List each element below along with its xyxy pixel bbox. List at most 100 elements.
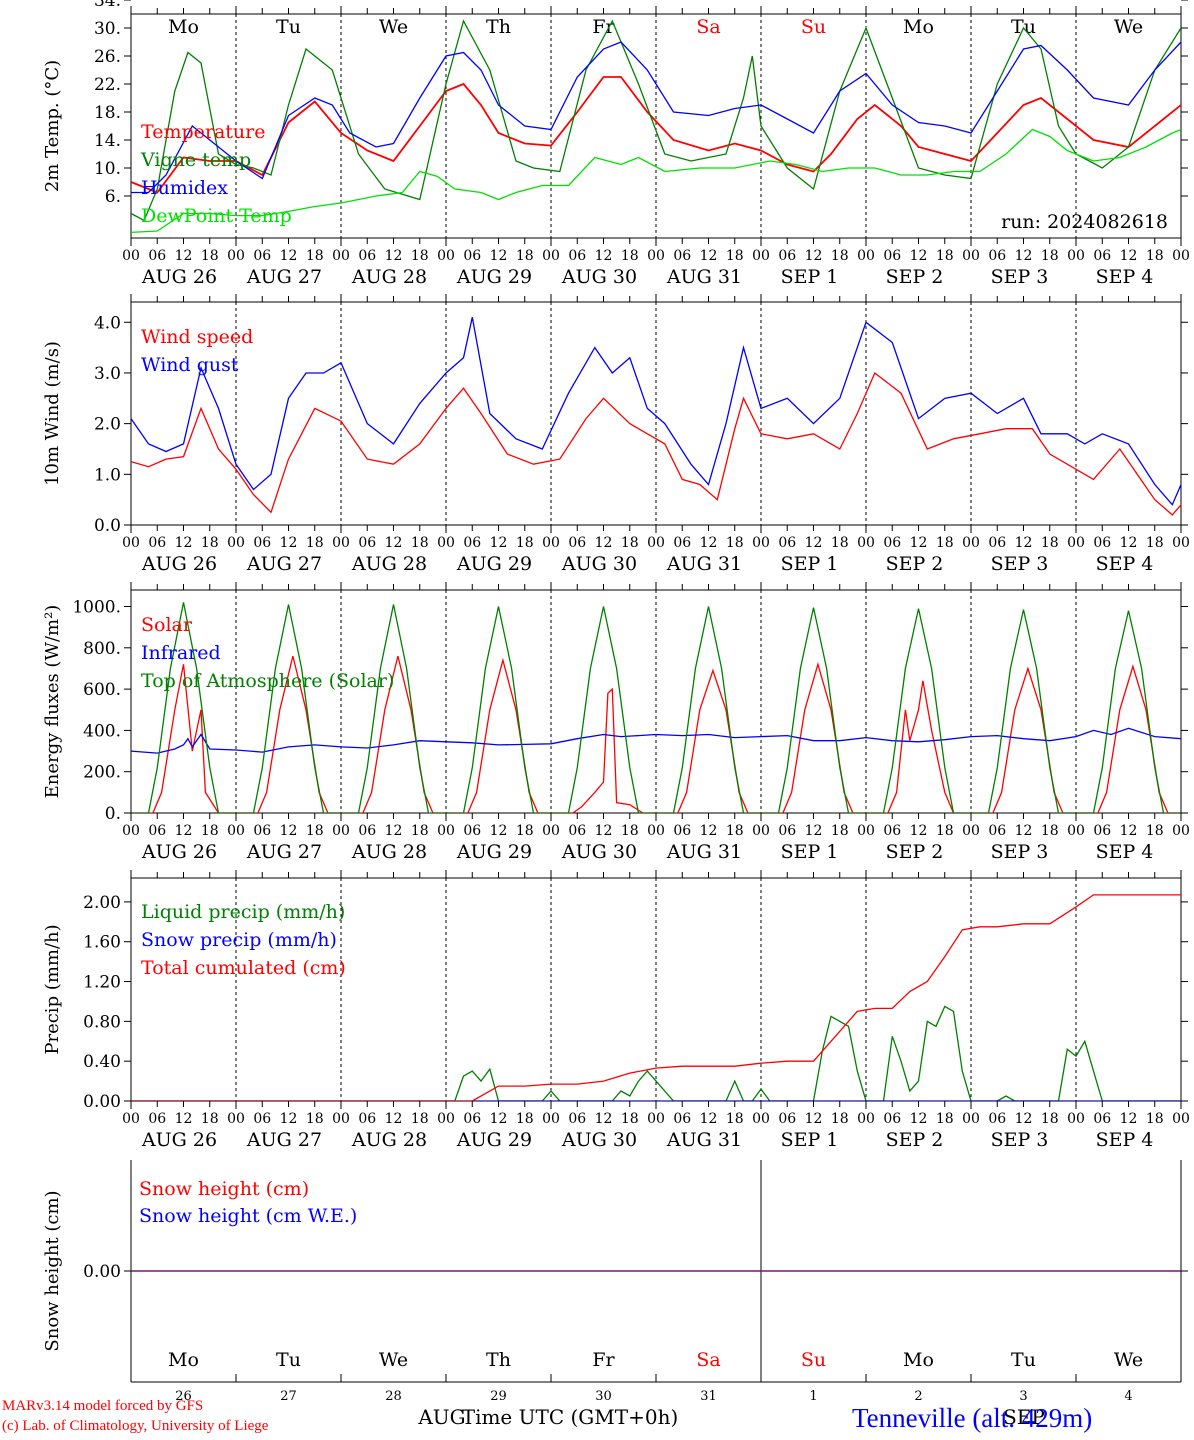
day-label: AUG 29 [456,841,532,863]
panel-2: 0.0 1.0 2.0 3.0 4.0 10m Wind (m/s) 00 06 12 18 00 0… [42,294,1190,575]
hour-tick-label: 06 [253,823,271,839]
hour-tick-label: 06 [883,535,901,551]
hour-tick-label: 06 [673,248,691,264]
legend-entry: Solar [141,614,193,636]
hour-tick-label: 00 [857,248,875,264]
weekday-label: Su [801,16,826,38]
hour-tick-label: 06 [568,823,586,839]
day-label: AUG 26 [141,553,217,575]
hour-tick-label: 06 [1093,823,1111,839]
day-label: AUG 28 [351,841,427,863]
hour-tick-label: 00 [1172,1111,1190,1127]
day-label: SEP 2 [886,553,944,575]
hour-tick-label: 06 [253,248,271,264]
credits-line-1: MARv3.14 model forced by GFS [2,1398,204,1414]
hour-tick-label: 06 [988,823,1006,839]
hour-tick-label: 00 [1172,535,1190,551]
hour-tick-label: 12 [280,248,298,264]
day-number-label: 30 [595,1389,612,1404]
weekday-label: Mo [168,16,199,38]
panel-3: 0. 200. 400. 600. 800. 1000. Energy fluxes (W/… [42,582,1190,863]
day-label: AUG 26 [141,1129,217,1151]
hour-tick-label: 12 [1120,1111,1138,1127]
day-label: SEP 4 [1096,266,1154,288]
hour-tick-label: 06 [463,248,481,264]
day-number-label: 28 [385,1389,402,1404]
hour-tick-label: 12 [700,1111,718,1127]
y-tick-label: 6. [105,187,121,207]
legend-entry: DewPoint Temp [141,205,292,227]
hour-tick-label: 12 [595,823,613,839]
series-line-wind-speed [131,371,1181,516]
y-axis-label: 2m Temp. (°C) [42,60,63,192]
legend-entry: Liquid precip (mm/h) [141,901,345,923]
day-label: SEP 3 [991,841,1049,863]
hour-tick-label: 12 [1015,823,1033,839]
day-label: AUG 29 [456,1129,532,1151]
weekday-label: We [379,1349,408,1371]
series-line-dewpoint-temp [131,128,1181,234]
hour-tick-label: 18 [831,248,849,264]
y-tick-label: 0.40 [83,1052,121,1072]
day-number-label: 4 [1124,1389,1132,1404]
hour-tick-label: 18 [516,823,534,839]
hour-tick-label: 00 [437,535,455,551]
hour-tick-label: 00 [542,248,560,264]
hour-tick-label: 00 [857,823,875,839]
day-number-label: 2 [914,1389,922,1404]
hour-tick-label: 06 [358,535,376,551]
hour-tick-label: 12 [910,248,928,264]
weekday-label: We [379,16,408,38]
hour-tick-label: 18 [621,823,639,839]
legend-entry: Wind gust [141,354,239,376]
hour-tick-label: 00 [122,248,140,264]
hour-tick-label: 18 [621,535,639,551]
y-tick-label: 0.00 [83,1092,121,1112]
series-line-top-of-atmosphere-solar- [131,602,1181,813]
hour-tick-label: 18 [726,1111,744,1127]
legend-entry: Total cumulated (cm) [141,957,346,979]
hour-tick-label: 12 [490,248,508,264]
x-axis-title: Time UTC (GMT+0h) [462,1405,679,1429]
hour-tick-label: 00 [962,1111,980,1127]
hour-tick-label: 18 [726,823,744,839]
hour-tick-label: 12 [175,535,193,551]
day-label: SEP 4 [1096,553,1154,575]
day-label: AUG 29 [456,266,532,288]
legend-entry: Temperature [141,121,265,143]
day-label: AUG 31 [666,841,742,863]
hour-tick-label: 12 [1120,535,1138,551]
hour-tick-label: 06 [988,1111,1006,1127]
hour-tick-label: 12 [1015,1111,1033,1127]
y-tick-label: 18. [94,103,121,123]
hour-tick-label: 18 [1041,535,1059,551]
hour-tick-label: 06 [463,1111,481,1127]
day-label: AUG 30 [561,553,637,575]
hour-tick-label: 00 [122,535,140,551]
y-tick-label: 600. [83,680,121,700]
hour-tick-label: 18 [936,1111,954,1127]
day-label: SEP 1 [781,1129,839,1151]
hour-tick-label: 12 [490,535,508,551]
day-label: AUG 31 [666,553,742,575]
hour-tick-label: 12 [805,535,823,551]
weekday-label: Mo [903,1349,934,1371]
legend-entry: Infrared [141,642,221,664]
hour-tick-label: 12 [805,248,823,264]
weekday-label: Tu [276,1349,301,1371]
hour-tick-label: 00 [1067,1111,1085,1127]
day-number-label: 27 [280,1389,297,1404]
hour-tick-label: 18 [201,248,219,264]
weekday-label: Su [801,1349,826,1371]
y-axis-label: Precip (mm/h) [42,924,63,1054]
weekday-label: Tu [1011,1349,1036,1371]
y-tick-label: 2.0 [94,415,121,435]
day-label: AUG 27 [246,266,322,288]
hour-tick-label: 18 [621,248,639,264]
day-label: AUG 27 [246,841,322,863]
hour-tick-label: 18 [306,1111,324,1127]
y-axis-label: Snow height (cm) [42,1190,63,1351]
hour-tick-label: 12 [280,1111,298,1127]
hour-tick-label: 06 [778,535,796,551]
